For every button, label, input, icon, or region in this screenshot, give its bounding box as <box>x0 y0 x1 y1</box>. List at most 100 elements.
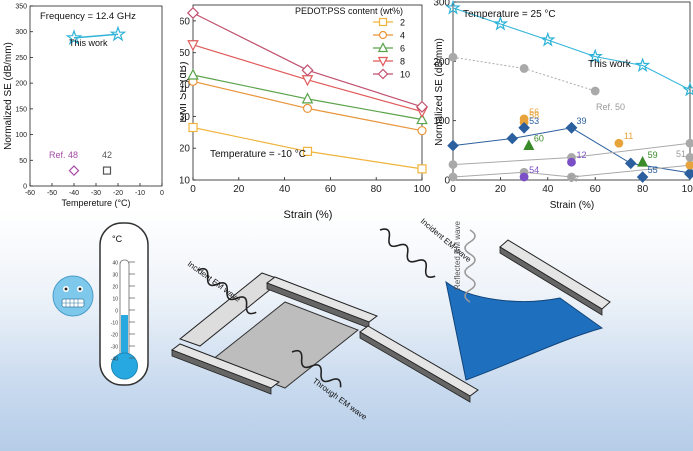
y-tick-label: 350 <box>15 4 27 11</box>
label-this-work: This work <box>588 59 632 70</box>
legend-marker <box>378 17 388 27</box>
x-tick-label: 60 <box>325 184 337 195</box>
data-point <box>519 172 529 182</box>
series-line <box>452 7 691 91</box>
thermometer-tick-label: 10 <box>112 297 118 303</box>
data-point <box>565 121 578 134</box>
freezing-face-icon <box>52 275 94 317</box>
data-point <box>540 31 556 47</box>
through-wave <box>291 349 342 388</box>
data-point <box>685 153 693 162</box>
label-incident-right: Incident EM wave <box>419 217 474 265</box>
data-label: 12 <box>577 150 587 160</box>
x-tick-label: 0 <box>450 184 456 195</box>
plot-frame <box>452 1 691 181</box>
y-tick-label: 40 <box>180 80 190 91</box>
y-tick-label: 50 <box>19 158 27 165</box>
y-tick-label: 150 <box>15 106 27 113</box>
thermometer-tick-label: -20 <box>111 333 118 339</box>
temperature-annotation: Temperature = 25 °C <box>463 9 556 20</box>
legend-label: 6 <box>400 44 405 54</box>
chart-temperature: Frequency = 12.4 GHz -60 -50 -40 -30 -20 -10 0… <box>3 4 164 209</box>
y-tick-label: 300 <box>433 0 450 9</box>
incident-wave-right <box>379 228 436 279</box>
sample-stretched <box>359 239 611 403</box>
legend-label: 8 <box>400 57 405 67</box>
x-tick-label: -20 <box>113 190 123 197</box>
data-point <box>417 126 427 136</box>
x-tick-label: -10 <box>135 190 145 197</box>
thermometer-tick-label: 30 <box>112 273 118 279</box>
x-tick-label: -40 <box>69 190 79 197</box>
data-point <box>445 0 461 15</box>
x-tick-label: 40 <box>542 184 554 195</box>
legend-marker <box>377 42 389 53</box>
data-point <box>187 68 199 80</box>
film-stretched-blue <box>445 280 604 381</box>
y-tick-label: 100 <box>15 132 27 139</box>
data-label: 60 <box>534 134 544 144</box>
data-point <box>518 121 530 134</box>
legend-title: PEDOT:PSS content (wt%) <box>295 6 403 16</box>
data-point <box>109 25 127 42</box>
y-tick-label: 10 <box>180 176 190 187</box>
data-label: 59 <box>648 150 658 160</box>
x-axis-label: Strain (%) <box>550 200 594 210</box>
thermometer-tick-label: 0 <box>115 309 118 315</box>
data-point <box>417 164 427 174</box>
data-label: 54 <box>529 165 539 175</box>
y-tick-label: 200 <box>433 57 450 68</box>
y-tick-label: 300 <box>15 29 27 36</box>
data-label: 53 <box>529 116 539 126</box>
thermometer-tick-label: 20 <box>112 285 118 291</box>
x-tick-label: 80 <box>371 184 383 195</box>
thermometer-unit: °C <box>112 234 123 244</box>
data-point <box>636 171 649 183</box>
data-point <box>685 138 693 148</box>
x-tick-label: -30 <box>91 190 101 197</box>
data-point <box>587 48 603 64</box>
x-tick-label: 80 <box>637 184 649 195</box>
legend: 2 4 6 8 10 <box>373 18 410 80</box>
data-point <box>634 57 651 73</box>
data-point <box>302 103 313 114</box>
label-ref-42: 42 <box>102 150 112 160</box>
thermometer-tick-label: -40 <box>111 357 118 363</box>
legend-marker <box>377 68 389 80</box>
film-stretched-grey <box>211 301 359 389</box>
data-point <box>448 172 458 182</box>
label-ref-51: 51 <box>676 149 686 159</box>
frequency-annotation: Frequency = 12.4 GHz <box>40 11 136 22</box>
label-reflected: Reflected EM wave <box>453 221 462 290</box>
legend-label: 2 <box>400 18 405 28</box>
data-point <box>567 157 576 167</box>
data-point <box>624 157 637 170</box>
y-tick-label: 60 <box>180 16 190 27</box>
legend-label: 4 <box>400 31 405 41</box>
legend-label: 10 <box>400 70 410 80</box>
data-point <box>685 160 693 170</box>
data-point <box>301 64 314 77</box>
data-point <box>188 122 198 133</box>
data-point <box>590 86 600 96</box>
data-label: 55 <box>648 165 658 175</box>
label-ref-50: Ref. 50 <box>596 102 625 112</box>
y-axis-label: EMI SE (dB) <box>180 61 189 122</box>
data-point <box>637 155 649 167</box>
label-ref-48: Ref. 48 <box>49 150 78 160</box>
data-point <box>614 138 624 148</box>
y-tick-label: 20 <box>180 144 190 155</box>
data-point <box>102 166 112 175</box>
data-point <box>187 40 199 52</box>
y-tick-label: 250 <box>15 55 27 62</box>
data-label: 11 <box>624 131 633 141</box>
label-this-work: This work <box>69 38 108 48</box>
y-axis-label: Normalized SE (dB/mm) <box>3 42 14 150</box>
x-tick-label: 40 <box>279 184 291 195</box>
x-tick-label: 20 <box>233 184 245 195</box>
y-tick-label: 0 <box>444 176 450 187</box>
label-ref-57: 57 <box>569 174 579 184</box>
y-tick-label: 50 <box>180 48 190 59</box>
data-point <box>506 132 519 145</box>
